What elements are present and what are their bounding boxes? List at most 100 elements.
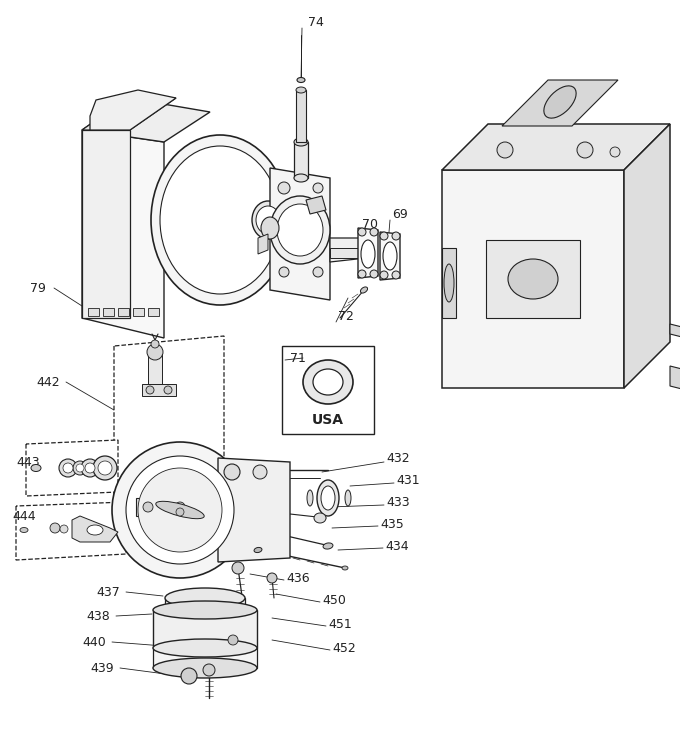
Circle shape — [358, 228, 366, 236]
Polygon shape — [218, 458, 290, 562]
Text: 450: 450 — [322, 593, 346, 607]
Bar — [103, 308, 114, 316]
Polygon shape — [82, 98, 176, 130]
Ellipse shape — [508, 259, 558, 299]
Circle shape — [228, 635, 238, 645]
Text: 432: 432 — [386, 451, 409, 465]
Text: 442: 442 — [36, 375, 60, 389]
Ellipse shape — [294, 138, 308, 146]
Ellipse shape — [256, 206, 280, 234]
Circle shape — [93, 456, 117, 480]
Text: 433: 433 — [386, 496, 409, 510]
Circle shape — [267, 573, 277, 583]
Text: 452: 452 — [332, 641, 356, 654]
Text: 71: 71 — [290, 351, 306, 365]
Ellipse shape — [321, 486, 335, 510]
Polygon shape — [358, 228, 378, 278]
Polygon shape — [82, 98, 210, 142]
Polygon shape — [442, 124, 670, 170]
Polygon shape — [330, 248, 362, 258]
Polygon shape — [82, 130, 130, 318]
Circle shape — [112, 442, 248, 578]
Circle shape — [50, 523, 60, 533]
Polygon shape — [136, 498, 192, 516]
Polygon shape — [26, 440, 118, 496]
Ellipse shape — [252, 201, 284, 239]
Circle shape — [176, 508, 184, 516]
Ellipse shape — [254, 547, 262, 553]
Ellipse shape — [544, 86, 576, 118]
Polygon shape — [153, 648, 257, 668]
Ellipse shape — [153, 658, 257, 678]
Ellipse shape — [345, 490, 351, 506]
Ellipse shape — [31, 465, 41, 472]
Circle shape — [143, 502, 153, 512]
Ellipse shape — [314, 513, 326, 523]
Polygon shape — [82, 130, 164, 338]
Ellipse shape — [20, 527, 28, 532]
Text: 439: 439 — [90, 662, 114, 675]
Ellipse shape — [303, 360, 353, 404]
Circle shape — [138, 468, 222, 552]
Polygon shape — [330, 238, 366, 262]
Text: 79: 79 — [30, 281, 46, 295]
Text: 437: 437 — [96, 586, 120, 599]
Polygon shape — [380, 232, 400, 280]
Circle shape — [203, 664, 215, 676]
Circle shape — [85, 463, 95, 473]
Polygon shape — [442, 170, 624, 388]
Bar — [486, 240, 580, 318]
Polygon shape — [670, 324, 680, 344]
Bar — [88, 308, 99, 316]
Ellipse shape — [361, 240, 375, 268]
Circle shape — [313, 183, 323, 193]
Circle shape — [253, 465, 267, 479]
Bar — [282, 346, 374, 434]
Text: 436: 436 — [286, 572, 309, 584]
Ellipse shape — [297, 77, 305, 83]
Circle shape — [81, 459, 99, 477]
Ellipse shape — [270, 196, 330, 264]
Circle shape — [497, 142, 513, 158]
Circle shape — [59, 459, 77, 477]
Ellipse shape — [87, 525, 103, 535]
Text: 444: 444 — [12, 510, 35, 523]
Circle shape — [151, 340, 159, 348]
Ellipse shape — [296, 87, 306, 93]
Polygon shape — [442, 248, 456, 318]
Ellipse shape — [307, 490, 313, 506]
Ellipse shape — [160, 146, 280, 294]
Ellipse shape — [444, 264, 454, 302]
Polygon shape — [114, 336, 224, 540]
Circle shape — [358, 270, 366, 278]
Circle shape — [73, 461, 87, 475]
Text: 440: 440 — [82, 635, 106, 648]
Polygon shape — [270, 168, 330, 300]
Ellipse shape — [383, 242, 397, 270]
Polygon shape — [306, 196, 326, 214]
Ellipse shape — [323, 543, 333, 549]
Polygon shape — [90, 90, 176, 130]
Polygon shape — [502, 80, 618, 126]
Ellipse shape — [156, 502, 204, 519]
Bar — [148, 308, 159, 316]
Circle shape — [610, 147, 620, 157]
Circle shape — [224, 464, 240, 480]
Ellipse shape — [153, 601, 257, 619]
Ellipse shape — [165, 588, 245, 608]
Text: 438: 438 — [86, 610, 109, 623]
Circle shape — [126, 456, 234, 564]
Ellipse shape — [317, 480, 339, 516]
Text: 72: 72 — [338, 310, 354, 323]
Circle shape — [63, 463, 73, 473]
Polygon shape — [624, 124, 670, 388]
Circle shape — [76, 464, 84, 472]
Text: 435: 435 — [380, 517, 404, 530]
Polygon shape — [72, 516, 118, 542]
Text: 451: 451 — [328, 617, 352, 630]
Circle shape — [147, 344, 163, 360]
Polygon shape — [670, 366, 680, 396]
Text: 74: 74 — [308, 16, 324, 29]
Circle shape — [380, 232, 388, 240]
Text: 443: 443 — [16, 456, 39, 468]
